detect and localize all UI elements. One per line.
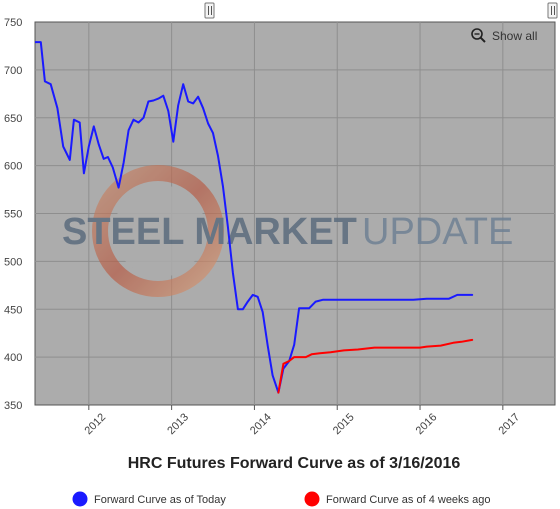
y-tick-label: 500 [4,256,22,268]
zoom-out-icon [471,28,483,40]
y-tick-label: 700 [4,65,22,77]
y-tick-label: 400 [4,352,22,364]
legend-label-2: Forward Curve as of 4 weeks ago [326,494,490,506]
watermark-text-bold: STEEL MARKET [62,211,357,253]
watermark-logo: STEEL MARKET UPDATE [62,165,513,297]
range-handle-left[interactable] [204,2,215,19]
legend-marker-2 [304,491,320,507]
x-tick-label: 2012 [82,411,108,437]
show-all-button[interactable]: Show all [471,28,537,43]
show-all-label[interactable]: Show all [492,29,537,43]
x-tick-label: 2014 [248,411,274,437]
y-tick-label: 350 [4,400,22,412]
x-tick-label: 2015 [331,411,357,437]
grid-lines [35,22,555,405]
series-line-1 [35,41,474,394]
x-tick-label: 2016 [414,411,440,437]
watermark-text-light: UPDATE [362,211,513,253]
navigator-strip [0,0,560,22]
y-tick-label: 600 [4,161,22,173]
legend: Forward Curve as of Today Forward Curve a… [72,491,490,507]
y-tick-label: 750 [4,17,22,29]
y-tick-label: 650 [4,113,22,125]
x-tick-label: 2017 [496,411,522,437]
legend-marker-1 [72,491,88,507]
x-tick-label: 2013 [165,411,191,437]
series-layer [35,41,474,394]
series-line-2 [277,338,474,394]
chart-title: HRC Futures Forward Curve as of 3/16/201… [128,455,461,472]
legend-label-1: Forward Curve as of Today [94,494,226,506]
y-tick-label: 450 [4,304,22,316]
y-tick-label: 550 [4,209,22,221]
range-handle-right[interactable] [547,2,558,19]
